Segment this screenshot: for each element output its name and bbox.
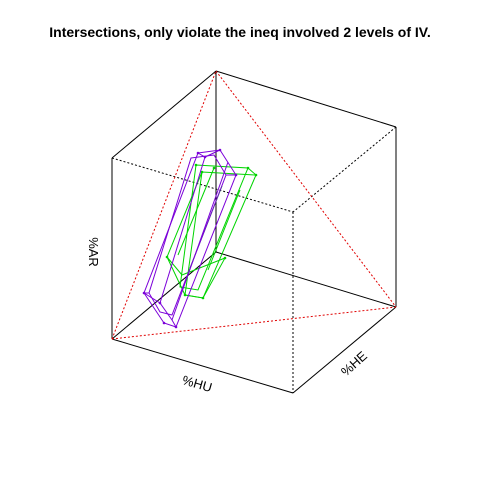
box-visible-edges (111, 70, 397, 394)
green-vertex (212, 166, 216, 170)
purple-vertex (203, 155, 207, 159)
purple-edge-1 (159, 156, 206, 304)
green-vertex (246, 166, 250, 170)
green-vertex (223, 256, 227, 260)
green-vertex (200, 170, 204, 174)
green-edge-3 (247, 167, 257, 176)
box-edge-top-right (215, 70, 397, 128)
box-edge-top-left (111, 70, 217, 159)
green-vertex (165, 255, 169, 259)
intersection-purple-vertices (142, 148, 238, 329)
box-edge-bottom-back-left (111, 251, 217, 340)
box-edge-bottom-front-left (111, 338, 294, 394)
purple-vertex (174, 325, 178, 329)
box-edge-hidden-top (111, 157, 294, 213)
purple-vertex (218, 148, 222, 152)
axis-label-z: %AR (86, 237, 101, 267)
green-vertex (201, 296, 205, 300)
purple-vertex (196, 151, 200, 155)
purple-vertex (162, 321, 166, 325)
simplex-edges (111, 70, 397, 340)
purple-vertex (142, 291, 146, 295)
box-edge-bottom-back-right (215, 251, 397, 308)
intersection-green-vertices (165, 163, 258, 300)
simplex-edge-2 (215, 70, 397, 308)
green-vertex (194, 163, 198, 167)
green-edge-4 (207, 189, 241, 271)
purple-vertex (234, 173, 238, 177)
purple-edge-2 (171, 161, 229, 321)
box-edge-bottom-front-right (292, 306, 397, 394)
green-vertex (183, 293, 187, 297)
purple-face-bottom (143, 292, 177, 328)
green-vertex (254, 173, 258, 177)
box-hidden-edges (111, 126, 397, 393)
chart-title: Intersections, only violate the ineq inv… (49, 24, 431, 40)
green-edge-2 (177, 167, 215, 256)
purple-vertex (158, 301, 162, 305)
